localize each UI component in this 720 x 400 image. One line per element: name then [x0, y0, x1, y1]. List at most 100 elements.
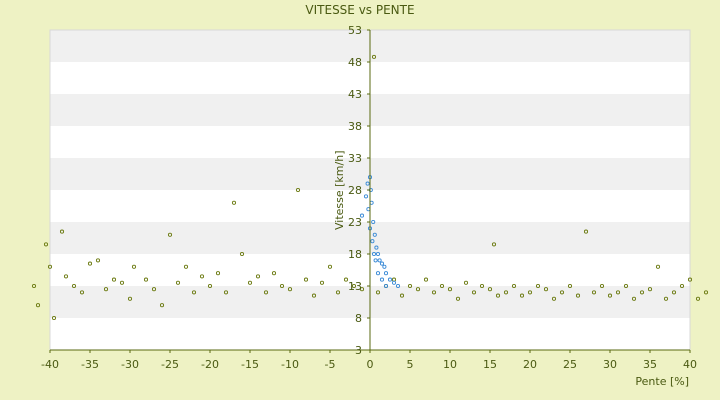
data-point-olive [71, 283, 77, 289]
data-point-olive [303, 277, 309, 282]
y-tick-label: 38 [348, 120, 362, 133]
x-tick-label: -40 [41, 358, 59, 371]
data-point-blue [395, 283, 401, 289]
data-point-olive [247, 280, 253, 285]
data-point-blue [371, 219, 376, 225]
data-point-olive [439, 283, 445, 289]
data-point-olive [535, 283, 541, 289]
y-tick-label: 43 [348, 88, 362, 101]
y-tick-label: 28 [348, 184, 362, 197]
x-tick-label: -20 [201, 358, 219, 371]
data-point-olive [263, 290, 269, 295]
data-point-olive [295, 187, 301, 193]
data-point-olive [143, 277, 149, 282]
x-tick-label: 5 [407, 358, 414, 371]
x-tick-label: -25 [161, 358, 179, 371]
data-point-olive [447, 287, 453, 292]
data-point-olive [431, 290, 437, 295]
x-tick-label: 15 [483, 358, 497, 371]
data-point-olive [703, 290, 709, 295]
data-point-olive [63, 274, 69, 279]
data-point-blue [391, 280, 397, 285]
data-point-olive [671, 290, 677, 295]
data-point-olive [695, 296, 701, 301]
data-point-olive [311, 293, 317, 298]
data-point-olive [399, 293, 405, 298]
data-point-olive [271, 271, 277, 276]
data-point-blue [359, 213, 365, 218]
data-point-olive [527, 290, 533, 295]
data-point-olive [343, 277, 349, 282]
data-point-olive [351, 283, 357, 289]
y-tick-label: 23 [348, 216, 362, 229]
data-point-olive [567, 283, 573, 289]
y-tick-label: 33 [348, 152, 362, 165]
data-point-olive [95, 258, 101, 263]
data-point-olive [47, 264, 53, 269]
x-tick-label: -30 [121, 358, 139, 371]
x-tick-label: 25 [563, 358, 577, 371]
data-point-blue [372, 232, 377, 237]
data-point-olive [239, 251, 245, 257]
y-tick-label: 48 [348, 56, 362, 69]
x-tick-label: 0 [367, 358, 374, 371]
data-point-olive [199, 274, 205, 279]
data-point-olive [615, 290, 621, 295]
data-point-blue [375, 251, 381, 257]
data-point-olive [559, 290, 565, 295]
data-point-olive [167, 232, 173, 237]
data-point-olive [335, 290, 341, 295]
data-point-olive [183, 264, 189, 269]
data-point-olive [87, 261, 93, 266]
data-point-olive [471, 290, 477, 295]
data-point-olive [623, 283, 629, 289]
y-tick-label: 3 [355, 344, 362, 357]
data-point-olive [127, 296, 133, 301]
data-point-olive [119, 280, 125, 285]
data-point-olive [79, 290, 85, 295]
data-point-olive [519, 293, 525, 298]
x-tick-labels: -40 -35 -30 -25 -20 -15 -10 -5 0 5 10 15 20 25 30 35 40 [41, 350, 697, 371]
y-tick-label: 8 [355, 312, 362, 325]
data-point-olive [631, 296, 637, 301]
data-point-blue [371, 251, 377, 257]
data-point-olive [207, 283, 213, 289]
data-point-blue [370, 239, 375, 244]
data-point-olive [511, 283, 517, 289]
x-tick-label: -35 [81, 358, 99, 371]
data-point-olive [359, 287, 365, 292]
data-point-olive [231, 200, 237, 205]
data-point-blue [379, 277, 385, 282]
y-tick-label: 13 [348, 280, 362, 293]
data-point-olive [223, 290, 229, 295]
data-point-olive [35, 303, 41, 308]
data-point-olive [131, 264, 137, 269]
data-point-olive [59, 229, 65, 234]
data-point-olive [655, 264, 661, 269]
data-point-olive [479, 283, 485, 289]
data-point-olive [591, 290, 597, 295]
y-axis-label: Vitesse [km/h] [333, 151, 346, 231]
x-tick-label: -10 [281, 358, 299, 371]
data-point-olive [175, 280, 181, 285]
x-tick-label: 10 [443, 358, 457, 371]
data-point-olive [31, 283, 37, 289]
data-point-olive [51, 315, 57, 321]
data-point-olive [407, 283, 413, 289]
data-point-blue [377, 258, 382, 263]
x-tick-label: 35 [643, 358, 657, 371]
y-tick-label: 18 [348, 248, 362, 261]
x-tick-label: 40 [683, 358, 697, 371]
x-tick-label: -5 [325, 358, 336, 371]
data-point-olive [215, 271, 221, 276]
x-axis-label: Pente [%] [635, 375, 689, 388]
data-points [31, 54, 709, 321]
data-point-olive [103, 287, 109, 292]
data-point-olive [159, 303, 165, 308]
data-point-olive [455, 296, 461, 301]
data-point-olive [607, 293, 613, 298]
data-point-blue [379, 261, 385, 266]
data-point-olive [551, 296, 557, 301]
data-point-olive [327, 264, 333, 269]
